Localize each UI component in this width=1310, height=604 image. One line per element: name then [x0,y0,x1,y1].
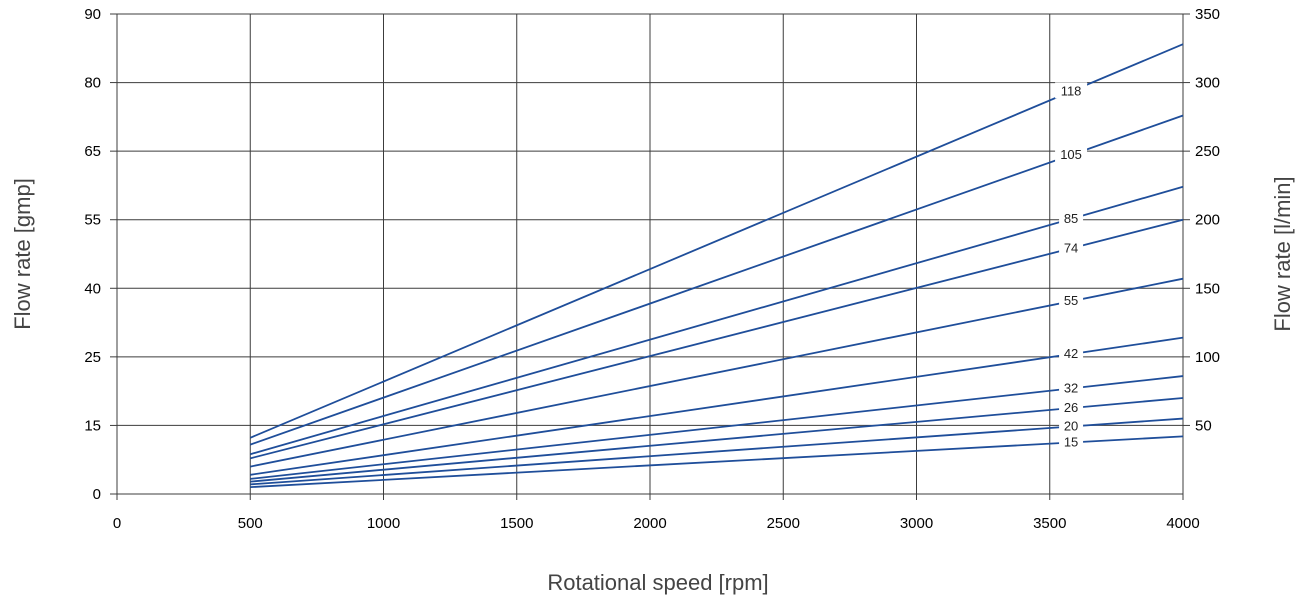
series-line-42 [250,336,1184,476]
grid [110,13,1190,500]
series-line-26 [250,397,1184,483]
x-tick-label: 2000 [633,515,666,532]
series-label-bg [1059,379,1084,396]
series-label-55: 55 [1064,293,1078,308]
series-label-bg [1059,209,1084,226]
x-tick-label: 2500 [767,515,800,532]
y-right-tick-label: 250 [1195,143,1220,160]
series-line-55 [250,277,1184,468]
y-left-tick-label: 65 [84,143,101,160]
x-tick-label: 3000 [900,515,933,532]
series-line-20 [250,417,1184,486]
series-label-105: 105 [1060,147,1082,162]
y-left-tick-label: 90 [84,6,101,23]
y-right-tick-label: 200 [1195,212,1220,229]
y-axis-right-ticks: 50 100 150 200 250 300 350 [1195,6,1220,434]
y-left-tick-label: 0 [93,486,101,503]
series-line-85 [250,185,1184,456]
y-axis-left-ticks: 0 15 25 40 55 65 80 90 [84,6,101,503]
x-tick-label: 4000 [1166,515,1199,532]
series-line-74 [250,218,1184,460]
series-line-32 [250,375,1184,480]
series-label-42: 42 [1064,346,1078,361]
series-label-85: 85 [1064,211,1078,226]
y-left-tick-label: 25 [84,349,101,366]
series-label-bg [1059,433,1084,450]
series-label-bg [1059,239,1084,256]
x-axis-ticks: 0 500 1000 1500 2000 2500 3000 3500 4000 [113,515,1200,532]
series-label-32: 32 [1064,380,1078,395]
y-right-tick-label: 350 [1195,6,1220,23]
x-tick-label: 1000 [367,515,400,532]
x-tick-label: 500 [238,515,263,532]
y-axis-left-title: Flow rate [gmp] [10,178,35,330]
series-label-74: 74 [1064,240,1078,255]
y-axis-right-title: Flow rate [l/min] [1270,176,1295,331]
series-label-118: 118 [1061,83,1082,98]
y-right-tick-label: 50 [1195,417,1212,434]
y-right-tick-label: 100 [1195,349,1220,366]
series-line-105 [249,114,1184,446]
series-label-bg [1055,82,1088,99]
series-label-bg [1059,417,1084,434]
x-tick-label: 3500 [1033,515,1066,532]
y-right-tick-label: 300 [1195,75,1220,92]
y-left-tick-label: 15 [84,417,101,434]
series-line-118 [249,43,1184,439]
series-label-bg [1059,399,1084,416]
x-tick-label: 1500 [500,515,533,532]
y-left-tick-label: 40 [84,280,101,297]
series-label-bg [1055,145,1088,162]
y-right-tick-label: 150 [1195,280,1220,297]
series-line-15 [250,435,1184,489]
y-left-tick-label: 55 [84,212,101,229]
series-label-20: 20 [1064,418,1078,433]
y-left-tick-label: 80 [84,75,101,92]
x-tick-label: 0 [113,515,121,532]
series-label-bg [1059,345,1084,362]
series-lines [249,43,1184,489]
series-label-15: 15 [1064,434,1078,449]
series-label-26: 26 [1064,400,1078,415]
x-axis-title: Rotational speed [rpm] [547,570,768,595]
series-label-bg [1059,292,1084,309]
